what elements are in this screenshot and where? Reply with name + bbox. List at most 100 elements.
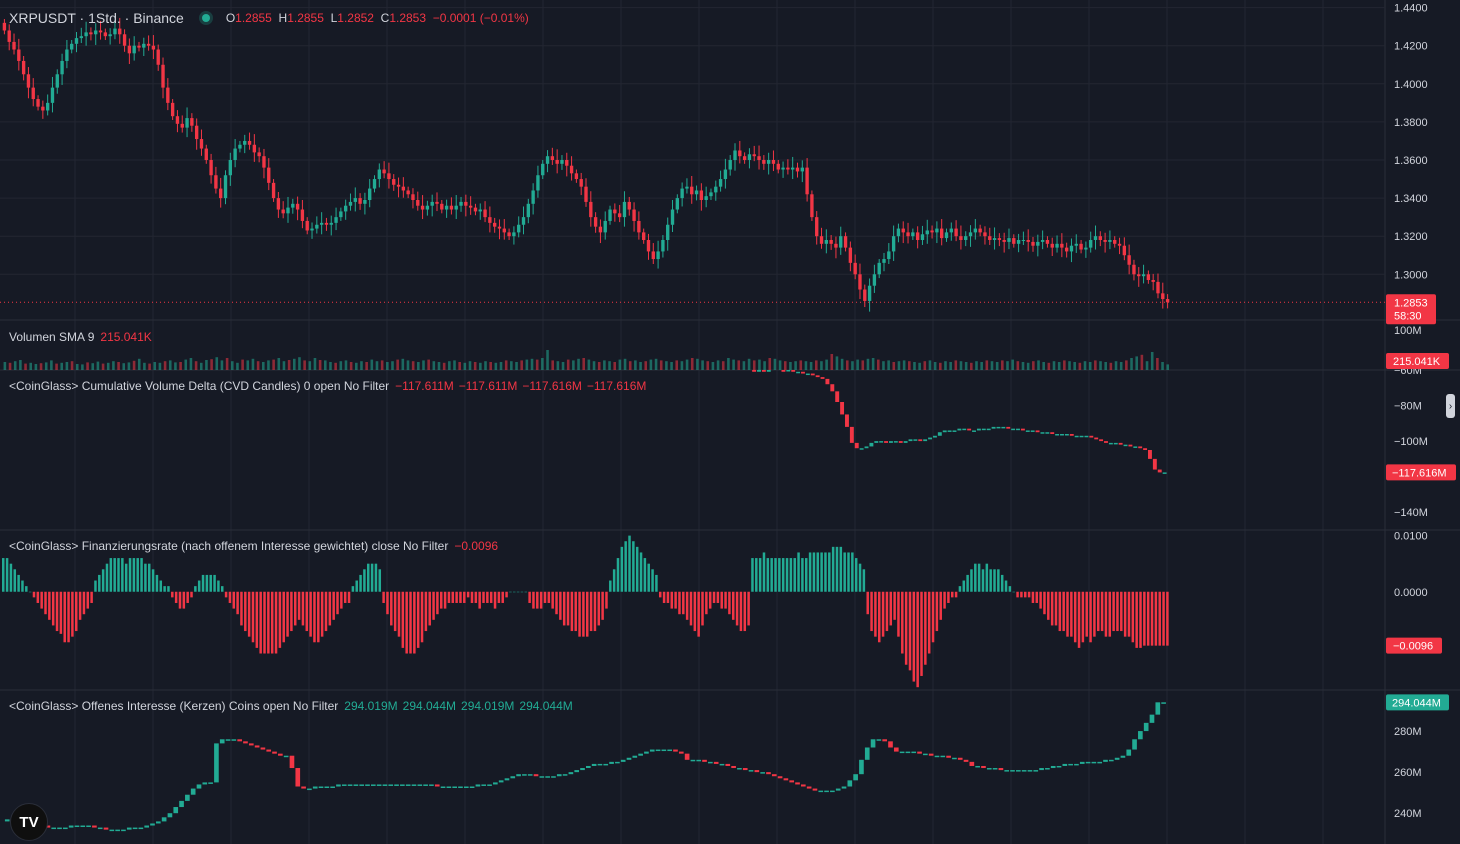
funding-bar bbox=[555, 591, 558, 615]
cvd-tick-label: −80M bbox=[1394, 401, 1422, 413]
oi-candle bbox=[487, 784, 492, 786]
price-candle bbox=[305, 220, 309, 231]
price-candle bbox=[310, 228, 314, 231]
symbol-title[interactable]: XRPUSDT · 1Std. · Binance bbox=[9, 10, 184, 26]
price-candle bbox=[156, 49, 160, 65]
funding-bar bbox=[309, 591, 312, 637]
price-candle bbox=[247, 140, 252, 145]
volume-bar bbox=[437, 362, 441, 370]
price-candle bbox=[959, 236, 963, 240]
price-candle bbox=[435, 201, 439, 204]
cvd-badge-label: −117.616M bbox=[1392, 467, 1447, 479]
oi-candle bbox=[365, 784, 370, 786]
price-candle bbox=[915, 232, 920, 240]
price-candle bbox=[175, 116, 180, 124]
funding-bar bbox=[927, 591, 931, 654]
oi-candle bbox=[1120, 755, 1126, 758]
price-candle bbox=[704, 196, 708, 200]
funding-bar bbox=[86, 591, 90, 609]
funding-bar bbox=[1073, 591, 1077, 643]
cvd-candle bbox=[981, 428, 986, 431]
funding-bar bbox=[951, 591, 954, 598]
cvd-candle bbox=[918, 439, 923, 442]
volume-bar bbox=[453, 360, 456, 370]
volume-bar bbox=[1161, 362, 1164, 370]
funding-title[interactable]: <CoinGlass> Finanzierungsrate (nach offe… bbox=[9, 539, 449, 553]
cvd-candle bbox=[1094, 437, 1099, 440]
volume-bar bbox=[670, 362, 673, 370]
funding-bar bbox=[808, 552, 812, 592]
price-candle bbox=[541, 163, 545, 176]
volume-bar bbox=[1114, 361, 1118, 370]
funding-bar bbox=[351, 586, 355, 592]
volume-bar bbox=[417, 362, 420, 370]
oi-candle bbox=[1068, 763, 1073, 766]
funding-bar bbox=[601, 591, 604, 620]
price-candle bbox=[257, 152, 261, 157]
cvd-candle bbox=[976, 428, 981, 431]
funding-bar bbox=[835, 546, 839, 592]
chevron-right-icon[interactable]: › bbox=[1446, 394, 1455, 418]
funding-bar bbox=[866, 591, 869, 615]
volume-bar bbox=[634, 360, 637, 370]
oi-candle bbox=[655, 749, 661, 752]
oi-candle bbox=[1114, 757, 1120, 760]
funding-bar bbox=[931, 591, 935, 643]
market-open-dot-icon bbox=[201, 14, 210, 22]
oi-candle bbox=[766, 772, 771, 775]
funding-bar bbox=[355, 580, 358, 592]
oi-candle bbox=[1021, 770, 1027, 772]
funding-bar bbox=[443, 591, 447, 609]
volume-bar bbox=[1104, 362, 1107, 370]
tradingview-logo-icon[interactable]: TV bbox=[10, 803, 48, 841]
funding-bar bbox=[305, 591, 309, 632]
oi-candle bbox=[556, 774, 562, 777]
price-candle bbox=[1117, 243, 1122, 246]
volume-bar bbox=[871, 358, 875, 370]
price-candle bbox=[12, 41, 16, 50]
volume-bar bbox=[918, 362, 921, 370]
price-candle bbox=[920, 234, 925, 240]
funding-bar bbox=[1100, 591, 1104, 632]
funding-bar bbox=[1085, 591, 1088, 637]
price-candle bbox=[1132, 264, 1136, 275]
volume-bar bbox=[1099, 361, 1102, 370]
volume-bar bbox=[458, 362, 461, 370]
funding-bar bbox=[1024, 591, 1027, 598]
volume-bar bbox=[546, 350, 549, 370]
funding-bar bbox=[186, 591, 189, 603]
cvd-title[interactable]: <CoinGlass> Cumulative Volume Delta (CVD… bbox=[9, 379, 390, 393]
oi-candle bbox=[260, 747, 266, 750]
funding-bar bbox=[708, 591, 712, 609]
price-candle bbox=[1055, 243, 1059, 248]
oi-title[interactable]: <CoinGlass> Offenes Interesse (Kerzen) C… bbox=[9, 699, 339, 713]
price-candle bbox=[848, 247, 853, 263]
oi-candle bbox=[202, 782, 208, 785]
price-candle bbox=[752, 154, 756, 157]
oi-candle bbox=[121, 829, 126, 832]
oi-candle bbox=[452, 786, 457, 789]
price-candle bbox=[454, 205, 458, 210]
volume-bar bbox=[851, 361, 854, 370]
price-candle bbox=[281, 209, 285, 214]
price-candle bbox=[944, 232, 949, 239]
price-candle bbox=[118, 28, 122, 35]
volume-bar bbox=[344, 360, 348, 370]
price-candle bbox=[858, 274, 862, 290]
funding-bar bbox=[59, 591, 63, 634]
volume-bar bbox=[541, 358, 544, 370]
funding-bar bbox=[290, 591, 293, 632]
volume-bar bbox=[530, 358, 534, 370]
oi-candle bbox=[214, 743, 219, 783]
price-axis[interactable]: 1.4400 1.4200 1.4000 1.3800 1.3600 1.3400 1.32… bbox=[1394, 3, 1428, 821]
price-candle bbox=[824, 240, 829, 244]
funding-bar bbox=[1062, 591, 1065, 632]
funding-bar bbox=[751, 558, 754, 592]
volume-bar bbox=[1119, 362, 1123, 370]
cvd-candle bbox=[1157, 469, 1162, 473]
volume-bar bbox=[685, 359, 689, 370]
volume-title[interactable]: Volumen SMA 9 bbox=[9, 330, 95, 344]
funding-bar bbox=[812, 552, 816, 592]
volume-bar bbox=[628, 361, 632, 370]
oi-candle bbox=[591, 763, 597, 766]
